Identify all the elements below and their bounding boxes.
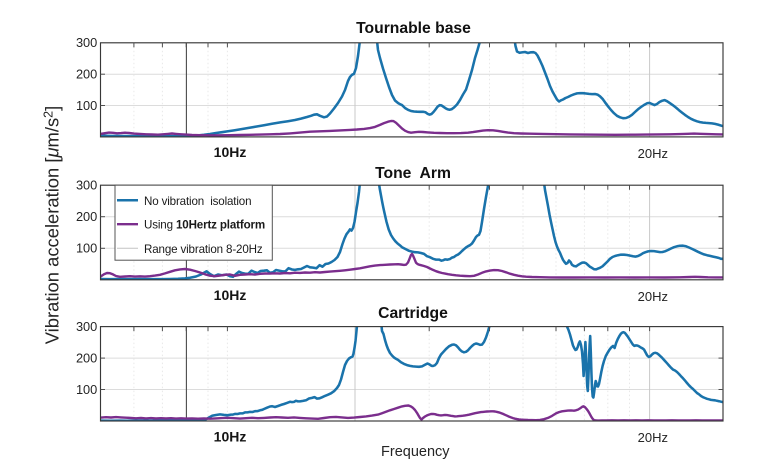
svg-text:100: 100 — [76, 98, 97, 113]
svg-text:20Hz: 20Hz — [638, 289, 668, 304]
svg-text:20Hz: 20Hz — [638, 146, 668, 161]
svg-text:Range vibration 8-20Hz: Range vibration 8-20Hz — [144, 243, 263, 256]
svg-text:100: 100 — [76, 241, 97, 256]
svg-text:200: 200 — [76, 67, 97, 82]
svg-text:Cartridge: Cartridge — [378, 305, 448, 322]
svg-text:Tournable base: Tournable base — [356, 20, 471, 37]
svg-text:300: 300 — [76, 319, 97, 334]
svg-text:200: 200 — [76, 351, 97, 366]
svg-text:10Hz: 10Hz — [214, 144, 247, 160]
svg-text:300: 300 — [76, 35, 97, 50]
svg-text:10Hz: 10Hz — [214, 287, 247, 303]
svg-text:Frequency: Frequency — [381, 444, 450, 460]
svg-text:No vibration isolation: No vibration isolation — [144, 195, 251, 208]
svg-text:300: 300 — [76, 178, 97, 193]
svg-text:Vibration acceleration [μm/s2]: Vibration acceleration [μm/s2] — [42, 106, 63, 345]
svg-text:Tone Arm: Tone Arm — [375, 165, 451, 182]
svg-text:Using 10Hertz platform: Using 10Hertz platform — [144, 219, 265, 232]
svg-text:10Hz: 10Hz — [214, 428, 247, 444]
svg-text:100: 100 — [76, 382, 97, 397]
svg-text:20Hz: 20Hz — [638, 430, 668, 445]
svg-text:200: 200 — [76, 209, 97, 224]
